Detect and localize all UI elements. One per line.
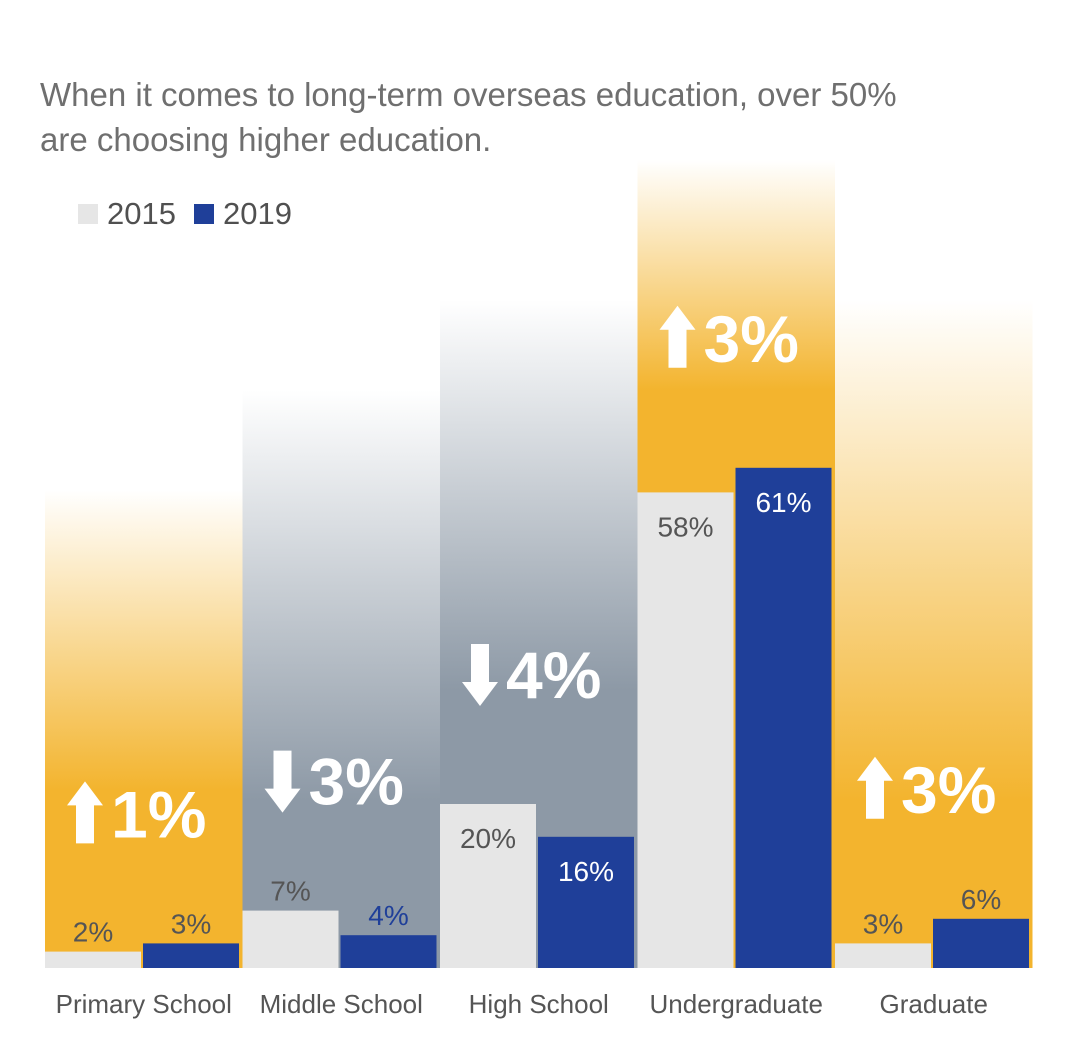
bar-2015-3 <box>637 492 734 968</box>
value-label-2015-0: 2% <box>73 917 113 948</box>
change-label-3: 3% <box>704 302 799 376</box>
legend: 2015 2019 <box>78 196 310 232</box>
value-label-2019-1: 4% <box>368 900 408 931</box>
arrow-down-icon-2 <box>462 644 498 706</box>
bar-2015-4 <box>835 943 931 968</box>
bar-2019-0 <box>143 943 239 968</box>
bar-2015-2 <box>440 804 536 968</box>
change-label-1: 3% <box>309 745 404 819</box>
bar-2015-1 <box>242 910 339 968</box>
legend-swatch-2019 <box>193 204 214 224</box>
value-label-2015-3: 58% <box>657 511 713 542</box>
bar-2019-3 <box>735 467 832 968</box>
value-label-2019-4: 6% <box>961 884 1001 915</box>
category-label-4: Graduate <box>880 989 988 1019</box>
category-label-1: Middle School <box>260 989 423 1019</box>
value-label-2015-1: 7% <box>270 876 310 907</box>
bar-2015-0 <box>45 951 141 968</box>
arrow-up-icon-3 <box>659 305 696 368</box>
change-label-0: 1% <box>111 777 206 851</box>
legend-label-2015: 2015 <box>107 196 176 231</box>
arrow-up-icon-0 <box>67 781 103 844</box>
bar-2019-2 <box>538 836 634 968</box>
legend-item-2015: 2015 <box>78 196 176 232</box>
value-label-2015-4: 3% <box>863 908 903 939</box>
value-label-2015-2: 20% <box>460 823 516 854</box>
legend-swatch-2015 <box>78 204 98 224</box>
change-highlight-1 <box>242 390 440 968</box>
category-label-0: Primary School <box>56 989 232 1019</box>
change-label-2: 4% <box>506 638 601 712</box>
value-label-2019-3: 61% <box>755 487 811 518</box>
change-highlight-0 <box>45 490 243 968</box>
arrow-down-icon-1 <box>264 750 301 813</box>
value-label-2019-0: 3% <box>171 908 211 939</box>
bar-2019-1 <box>340 935 437 968</box>
legend-item-2019: 2019 <box>193 196 292 232</box>
category-label-2: High School <box>469 989 609 1019</box>
chart-title: When it comes to long-term overseas educ… <box>40 76 897 158</box>
change-label-4: 3% <box>901 753 996 827</box>
category-label-3: Undergraduate <box>650 989 823 1019</box>
value-label-2019-2: 16% <box>558 856 614 887</box>
change-highlight-4 <box>835 300 1033 968</box>
bar-2019-4 <box>933 918 1029 968</box>
legend-label-2019: 2019 <box>222 196 292 231</box>
arrow-up-icon-4 <box>857 756 893 819</box>
